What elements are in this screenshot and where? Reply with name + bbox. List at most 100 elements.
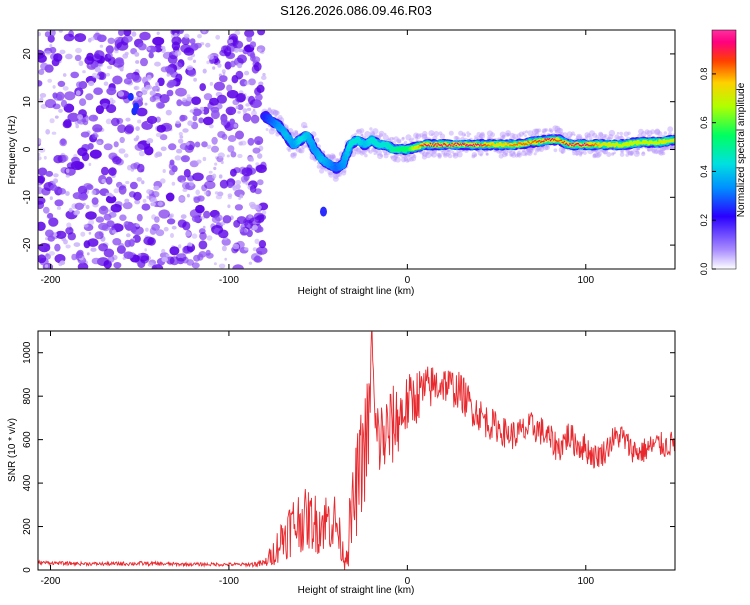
noise-blob: [109, 97, 114, 103]
ridge-halo: [382, 134, 389, 141]
ridge-halo: [658, 150, 664, 156]
ridge-halo: [504, 152, 509, 157]
ridge-halo: [356, 129, 360, 133]
noise-blob: [227, 135, 237, 142]
ridge-cell: [424, 143, 427, 146]
noise-blob: [73, 210, 79, 216]
ridge-halo: [404, 140, 408, 145]
ridge-halo: [272, 109, 279, 116]
noise-blob: [105, 45, 114, 54]
noise-blob: [50, 184, 58, 191]
noise-blob: [57, 80, 66, 87]
ridge-cell: [654, 141, 657, 144]
ridge-halo: [627, 131, 631, 135]
noise-blob: [171, 225, 177, 230]
ridge-halo: [360, 134, 364, 137]
ridge-halo: [516, 133, 522, 139]
ridge-halo: [453, 135, 458, 141]
ridge-halo: [290, 152, 295, 158]
noise-blob: [91, 197, 99, 205]
noise-blob: [203, 93, 213, 101]
ridge-halo: [588, 135, 593, 141]
noise-blob: [47, 78, 53, 83]
ridge-halo: [524, 134, 527, 138]
noise-blob: [206, 60, 210, 65]
ridge-cell: [430, 145, 433, 147]
ridge-halo: [580, 151, 584, 155]
ridge-cell: [459, 143, 462, 145]
ridge-cell: [567, 144, 570, 147]
ridge-halo: [392, 137, 395, 140]
ridge-cell: [362, 141, 364, 144]
ridge-cell: [653, 141, 656, 144]
ridge-cell: [350, 144, 353, 147]
noise-blob: [112, 229, 117, 234]
ridge-halo: [516, 152, 521, 157]
ridge-halo: [380, 154, 383, 158]
noise-blob: [54, 243, 61, 252]
ridge-halo: [441, 150, 446, 155]
noise-blob: [84, 56, 95, 65]
ridge-halo: [654, 128, 661, 135]
noise-blob: [158, 153, 163, 157]
ridge-cell: [371, 140, 374, 143]
noise-blob: [230, 151, 237, 158]
ridge-cell: [601, 144, 603, 147]
noise-blob: [194, 42, 202, 49]
ridge-cell: [492, 142, 495, 145]
noise-blob: [211, 173, 217, 179]
noise-blob: [241, 167, 253, 177]
spectrogram-y-ticks: -20 -10 0 10 20: [22, 48, 675, 252]
ridge-cell: [389, 145, 391, 147]
noise-blob: [142, 198, 147, 203]
noise-blob: [165, 253, 170, 257]
noise-blob: [225, 106, 237, 116]
noise-blob: [130, 163, 138, 170]
noise-blob: [98, 72, 107, 80]
noise-blob: [85, 204, 90, 210]
ridge-halo: [604, 134, 608, 138]
ridge-halo: [620, 149, 624, 154]
noise-blob: [242, 108, 248, 113]
noise-blob: [134, 143, 145, 151]
ridge-halo: [557, 127, 564, 134]
noise-blob: [146, 189, 152, 195]
noise-blob: [123, 153, 129, 158]
noise-blob: [257, 179, 264, 186]
noise-blob: [244, 30, 255, 38]
noise-blob: [255, 162, 260, 166]
ridge-cell: [512, 144, 514, 147]
ridge-halo: [619, 131, 623, 136]
ridge-cell: [609, 142, 612, 145]
noise-blob: [80, 131, 90, 138]
ridge-halo: [473, 153, 477, 157]
ridge-halo: [516, 150, 522, 156]
ridge-cell: [595, 143, 598, 146]
ridge-halo: [406, 157, 412, 163]
noise-blob: [135, 60, 140, 64]
noise-blob: [38, 196, 46, 205]
ridge-halo: [332, 175, 339, 182]
noise-blob: [182, 128, 189, 133]
noise-blob: [155, 132, 162, 138]
noise-blob: [235, 180, 242, 185]
ridge-halo: [554, 125, 561, 132]
snr-y-axis-label: SNR (10 * v/v): [7, 418, 18, 482]
noise-blob: [234, 204, 243, 211]
noise-blob: [38, 156, 42, 161]
ridge-halo: [613, 151, 617, 155]
noise-blob: [166, 73, 171, 77]
ridge-cell: [312, 144, 314, 146]
ridge-halo: [512, 151, 516, 155]
noise-blob: [96, 141, 102, 145]
noise-blob: [247, 107, 252, 111]
ridge-halo: [329, 153, 336, 160]
noise-blob: [165, 192, 175, 202]
ridge-halo: [651, 146, 657, 153]
ridge-cell: [323, 161, 326, 163]
ridge-halo: [463, 133, 467, 137]
ridge-cell: [297, 140, 299, 143]
noise-blob: [95, 105, 104, 115]
noise-blob: [252, 247, 258, 252]
ridge-cell: [593, 144, 596, 146]
